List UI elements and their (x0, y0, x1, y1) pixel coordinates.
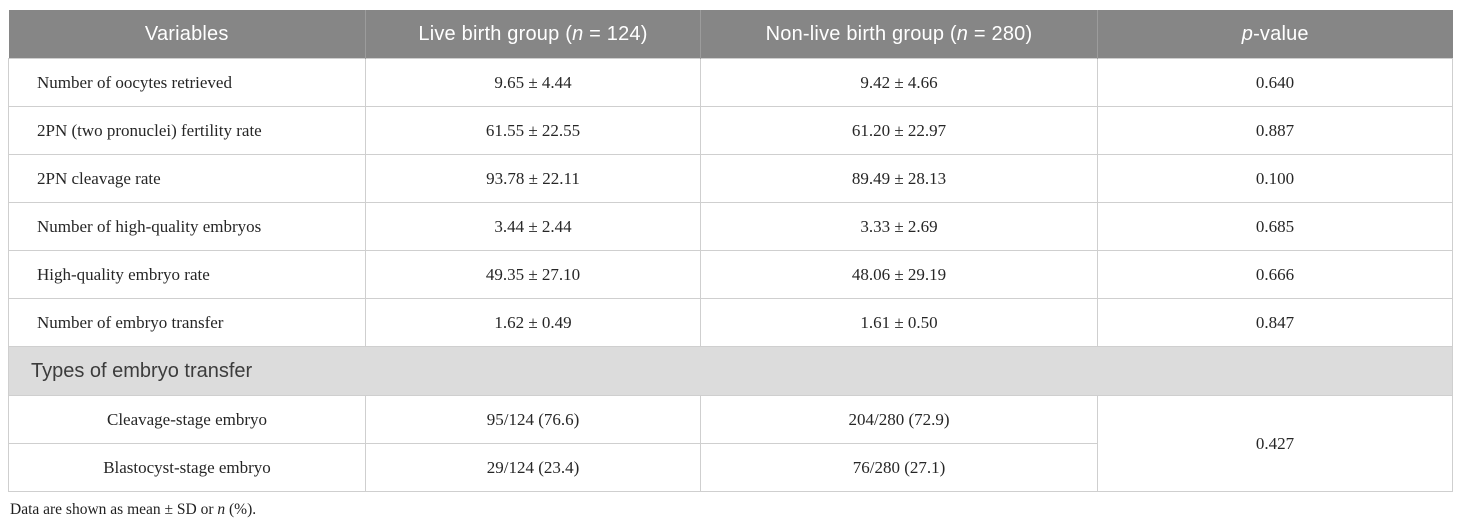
table-row: 2PN cleavage rate 93.78 ± 22.11 89.49 ± … (8, 154, 1453, 203)
header-live-suffix: = 124) (583, 22, 648, 45)
header-p-italic: p (1241, 22, 1254, 45)
header-live-prefix: Live birth group ( (418, 22, 573, 45)
row-p-value: 0.887 (1097, 106, 1453, 155)
row-p-value: 0.685 (1097, 202, 1453, 251)
header-cell-nonlive-birth-group: Non-live birth group (n = 280) (700, 10, 1098, 59)
table-row: High-quality embryo rate 49.35 ± 27.10 4… (8, 250, 1453, 299)
row-nonlive-value: 48.06 ± 29.19 (700, 250, 1098, 299)
row-live-value: 61.55 ± 22.55 (365, 106, 701, 155)
row-live-value: 1.62 ± 0.49 (365, 298, 701, 347)
paper-table: Variables Live birth group (n = 124) Non… (8, 10, 1453, 519)
footnote-n-italic: n (217, 501, 226, 518)
row-label: Number of high-quality embryos (8, 202, 366, 251)
header-cell-p-value: p-value (1097, 10, 1453, 59)
row-live-value: 9.65 ± 4.44 (365, 58, 701, 107)
row-nonlive-value: 1.61 ± 0.50 (700, 298, 1098, 347)
table-subrow: Cleavage-stage embryo 95/124 (76.6) 204/… (8, 395, 1453, 492)
row-label: 2PN cleavage rate (8, 154, 366, 203)
row-live-value: 93.78 ± 22.11 (365, 154, 701, 203)
subrow-label: Cleavage-stage embryo (8, 395, 366, 444)
row-live-value: 49.35 ± 27.10 (365, 250, 701, 299)
table-header-row: Variables Live birth group (n = 124) Non… (8, 10, 1453, 59)
header-nonlive-n-italic: n (956, 22, 969, 45)
header-p-suffix: -value (1253, 22, 1309, 45)
table-subrow: Blastocyst-stage embryo 29/124 (23.4) 76… (8, 443, 1453, 492)
row-p-value: 0.666 (1097, 250, 1453, 299)
row-nonlive-value: 89.49 ± 28.13 (700, 154, 1098, 203)
row-label: 2PN (two pronuclei) fertility rate (8, 106, 366, 155)
comparison-table: Variables Live birth group (n = 124) Non… (8, 10, 1453, 492)
row-label: Number of oocytes retrieved (8, 58, 366, 107)
section-row: Types of embryo transfer (8, 346, 1453, 396)
subrow-live-value: 95/124 (76.6) (365, 395, 701, 444)
row-p-value: 0.100 (1097, 154, 1453, 203)
row-label: Number of embryo transfer (8, 298, 366, 347)
header-live-n-italic: n (572, 22, 584, 45)
row-live-value: 3.44 ± 2.44 (365, 202, 701, 251)
row-nonlive-value: 61.20 ± 22.97 (700, 106, 1098, 155)
table-row: Number of high-quality embryos 3.44 ± 2.… (8, 202, 1453, 251)
header-cell-variables: Variables (8, 10, 366, 59)
header-nonlive-prefix: Non-live birth group ( (765, 22, 957, 45)
section-title: Types of embryo transfer (8, 346, 1453, 396)
subrow-nonlive-value: 204/280 (72.9) (700, 395, 1098, 444)
table-row: Number of embryo transfer 1.62 ± 0.49 1.… (8, 298, 1453, 347)
row-label: High-quality embryo rate (8, 250, 366, 299)
row-p-value: 0.847 (1097, 298, 1453, 347)
table-footnote: Data are shown as mean ± SD or n (%). (8, 501, 1452, 519)
row-nonlive-value: 3.33 ± 2.69 (700, 202, 1098, 251)
subrow-live-value: 29/124 (23.4) (365, 443, 701, 492)
header-cell-live-birth-group: Live birth group (n = 124) (365, 10, 701, 59)
subrow-label: Blastocyst-stage embryo (8, 443, 366, 492)
table-row: 2PN (two pronuclei) fertility rate 61.55… (8, 106, 1453, 155)
table-row: Number of oocytes retrieved 9.65 ± 4.44 … (8, 58, 1453, 107)
subrow-nonlive-value: 76/280 (27.1) (700, 443, 1098, 492)
merged-p-value: 0.427 (1097, 395, 1453, 492)
footnote-suffix: (%). (225, 501, 257, 518)
row-nonlive-value: 9.42 ± 4.66 (700, 58, 1098, 107)
footnote-prefix: Data are shown as mean ± SD or (10, 501, 218, 518)
row-p-value: 0.640 (1097, 58, 1453, 107)
header-nonlive-suffix: = 280) (968, 22, 1033, 45)
